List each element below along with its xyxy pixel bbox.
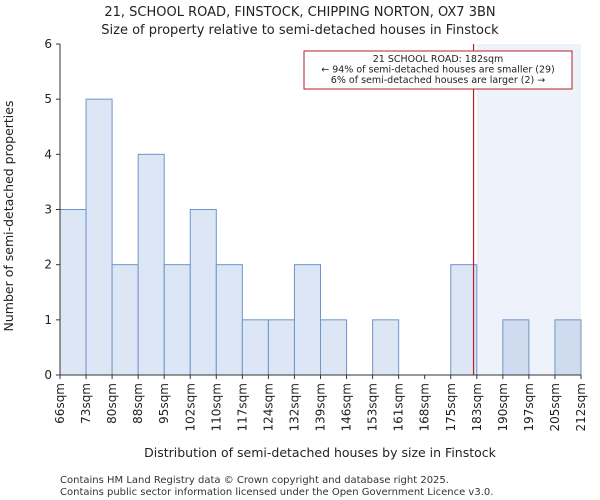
x-tick-label: 139sqm [314,383,328,431]
x-tick-label: 168sqm [418,383,432,431]
x-tick-label: 190sqm [496,383,510,431]
x-tick-label: 132sqm [287,383,301,431]
histogram-bar [111,264,139,376]
x-tick-label: 183sqm [470,383,484,431]
annotation-box [303,50,573,90]
histogram-bar [554,319,582,376]
chart-title: 21, SCHOOL ROAD, FINSTOCK, CHIPPING NORT… [104,5,495,20]
histogram-bar [502,319,530,376]
x-tick-label: 102sqm [183,383,197,431]
x-tick-label: 161sqm [392,383,406,431]
annotation-line: ← 94% of semi-detached houses are smalle… [321,65,555,76]
x-tick-label: 88sqm [131,383,145,424]
annotation-line: 6% of semi-detached houses are larger (2… [331,75,545,86]
x-tick-label: 73sqm [79,383,93,424]
x-tick-label: 197sqm [522,383,536,431]
x-axis-title: Distribution of semi-detached houses by … [144,445,497,460]
x-tick-label: 146sqm [340,383,354,431]
histogram-bar [163,264,191,376]
histogram-bar [189,209,217,376]
x-tick-label: 175sqm [444,383,458,431]
y-tick-label: 3 [44,203,52,217]
x-tick-label: 212sqm [574,383,588,431]
x-tick-label: 66sqm [53,383,67,424]
histogram-bar [320,319,348,376]
y-tick-label: 6 [44,37,52,51]
histogram-bar [85,98,113,376]
histogram-bar [241,319,269,376]
x-tick-label: 95sqm [157,383,171,424]
histogram-bar [59,209,87,376]
y-tick-label: 0 [44,368,52,382]
chart-subtitle: Size of property relative to semi-detach… [101,23,499,38]
plot-area: 0 1 2 3 4 5 6 66sqm 73sqm 80sqm 88sqm 95sqm 102sqm 11… [44,37,588,431]
x-tick-label: 205sqm [548,383,562,431]
histogram-bar [450,264,478,376]
annotation-line: 21 SCHOOL ROAD: 182sqm [373,54,504,65]
histogram-bar [267,319,295,376]
histogram-bar [293,264,322,376]
x-tick-label: 110sqm [209,383,223,431]
histogram-bar [137,153,165,376]
y-tick-label: 5 [44,92,52,106]
footer-line-1: Contains HM Land Registry data © Crown c… [60,475,449,486]
x-tick-label: 117sqm [235,383,249,431]
y-tick-label: 2 [44,258,52,272]
y-axis-title: Number of semi-detached properties [1,101,16,332]
y-tick-label: 1 [44,313,52,327]
x-tick-label: 153sqm [366,383,380,431]
x-tick-label: 124sqm [261,383,275,431]
footer-line-2: Contains public sector information licen… [60,487,493,498]
x-tick-label: 80sqm [105,383,119,424]
histogram-bar [215,264,243,376]
histogram-bar [372,319,400,376]
y-tick-label: 4 [44,147,52,161]
